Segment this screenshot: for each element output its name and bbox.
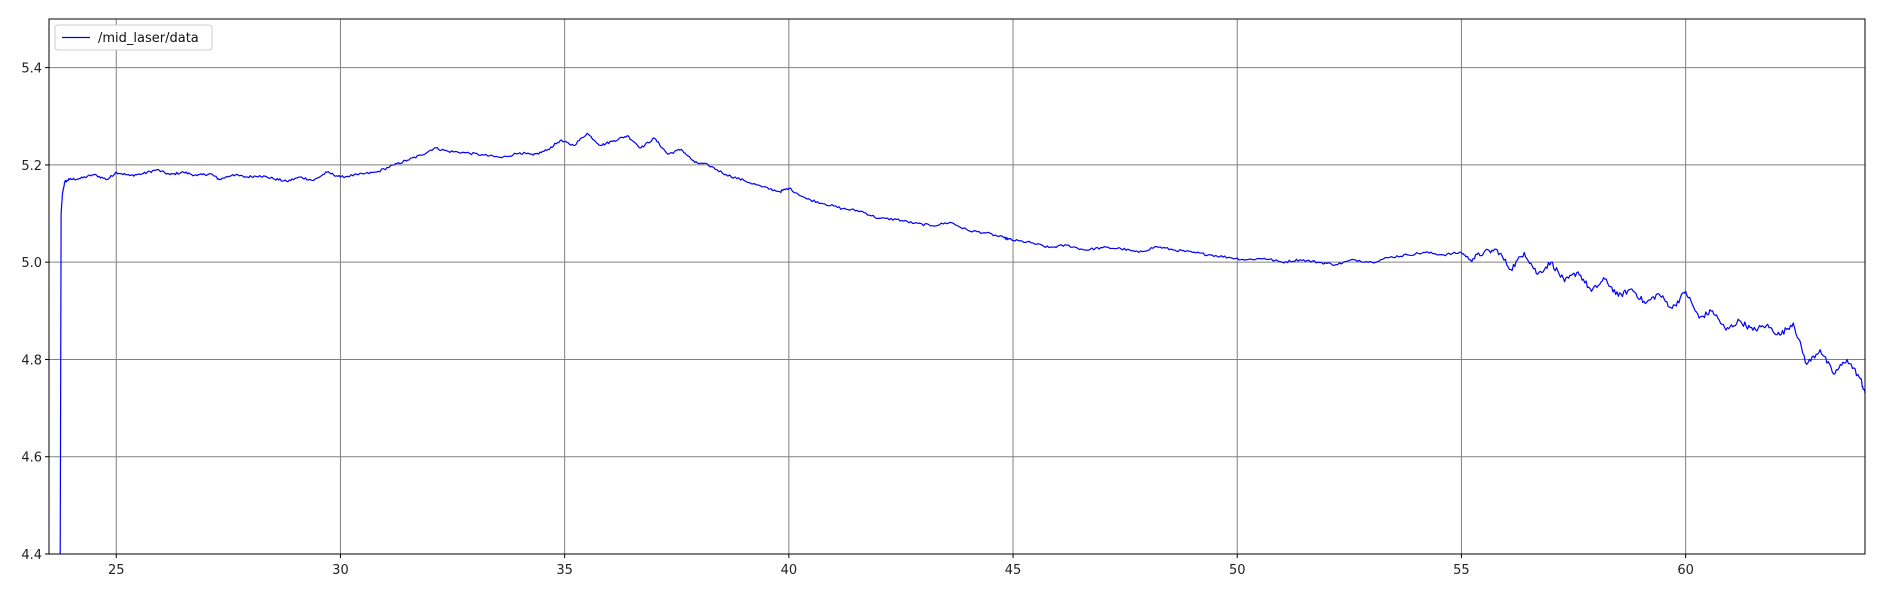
x-tick-label: 60 <box>1677 563 1694 578</box>
x-tick-label: 40 <box>781 563 798 578</box>
grid-lines <box>49 19 1865 555</box>
y-tick-label: 5.4 <box>21 62 42 77</box>
y-tick-label: 5.0 <box>21 256 42 271</box>
x-tick-label: 55 <box>1453 563 1470 578</box>
y-tick-label: 4.4 <box>21 548 42 563</box>
y-tick-label: 4.8 <box>21 353 42 368</box>
series-line-mid-laser-data <box>59 132 1866 555</box>
x-tick-label: 25 <box>108 563 125 578</box>
legend: /mid_laser/data <box>54 24 213 51</box>
y-tick-label: 5.2 <box>21 159 42 174</box>
x-tick-label: 45 <box>1005 563 1022 578</box>
x-axis: 25 30 35 40 45 50 55 60 <box>108 554 1694 578</box>
plot-area <box>49 19 1865 554</box>
y-axis: 4.4 4.6 4.8 5.0 5.2 5.4 <box>21 62 49 563</box>
legend-label-mid-laser-data: /mid_laser/data <box>98 31 199 46</box>
legend-box <box>54 24 213 51</box>
x-tick-label: 35 <box>556 563 573 578</box>
plot-frame <box>48 18 1866 555</box>
y-tick-label: 4.6 <box>21 451 42 466</box>
series-layer <box>59 132 1866 555</box>
x-tick-label: 50 <box>1229 563 1246 578</box>
x-tick-label: 30 <box>332 563 349 578</box>
